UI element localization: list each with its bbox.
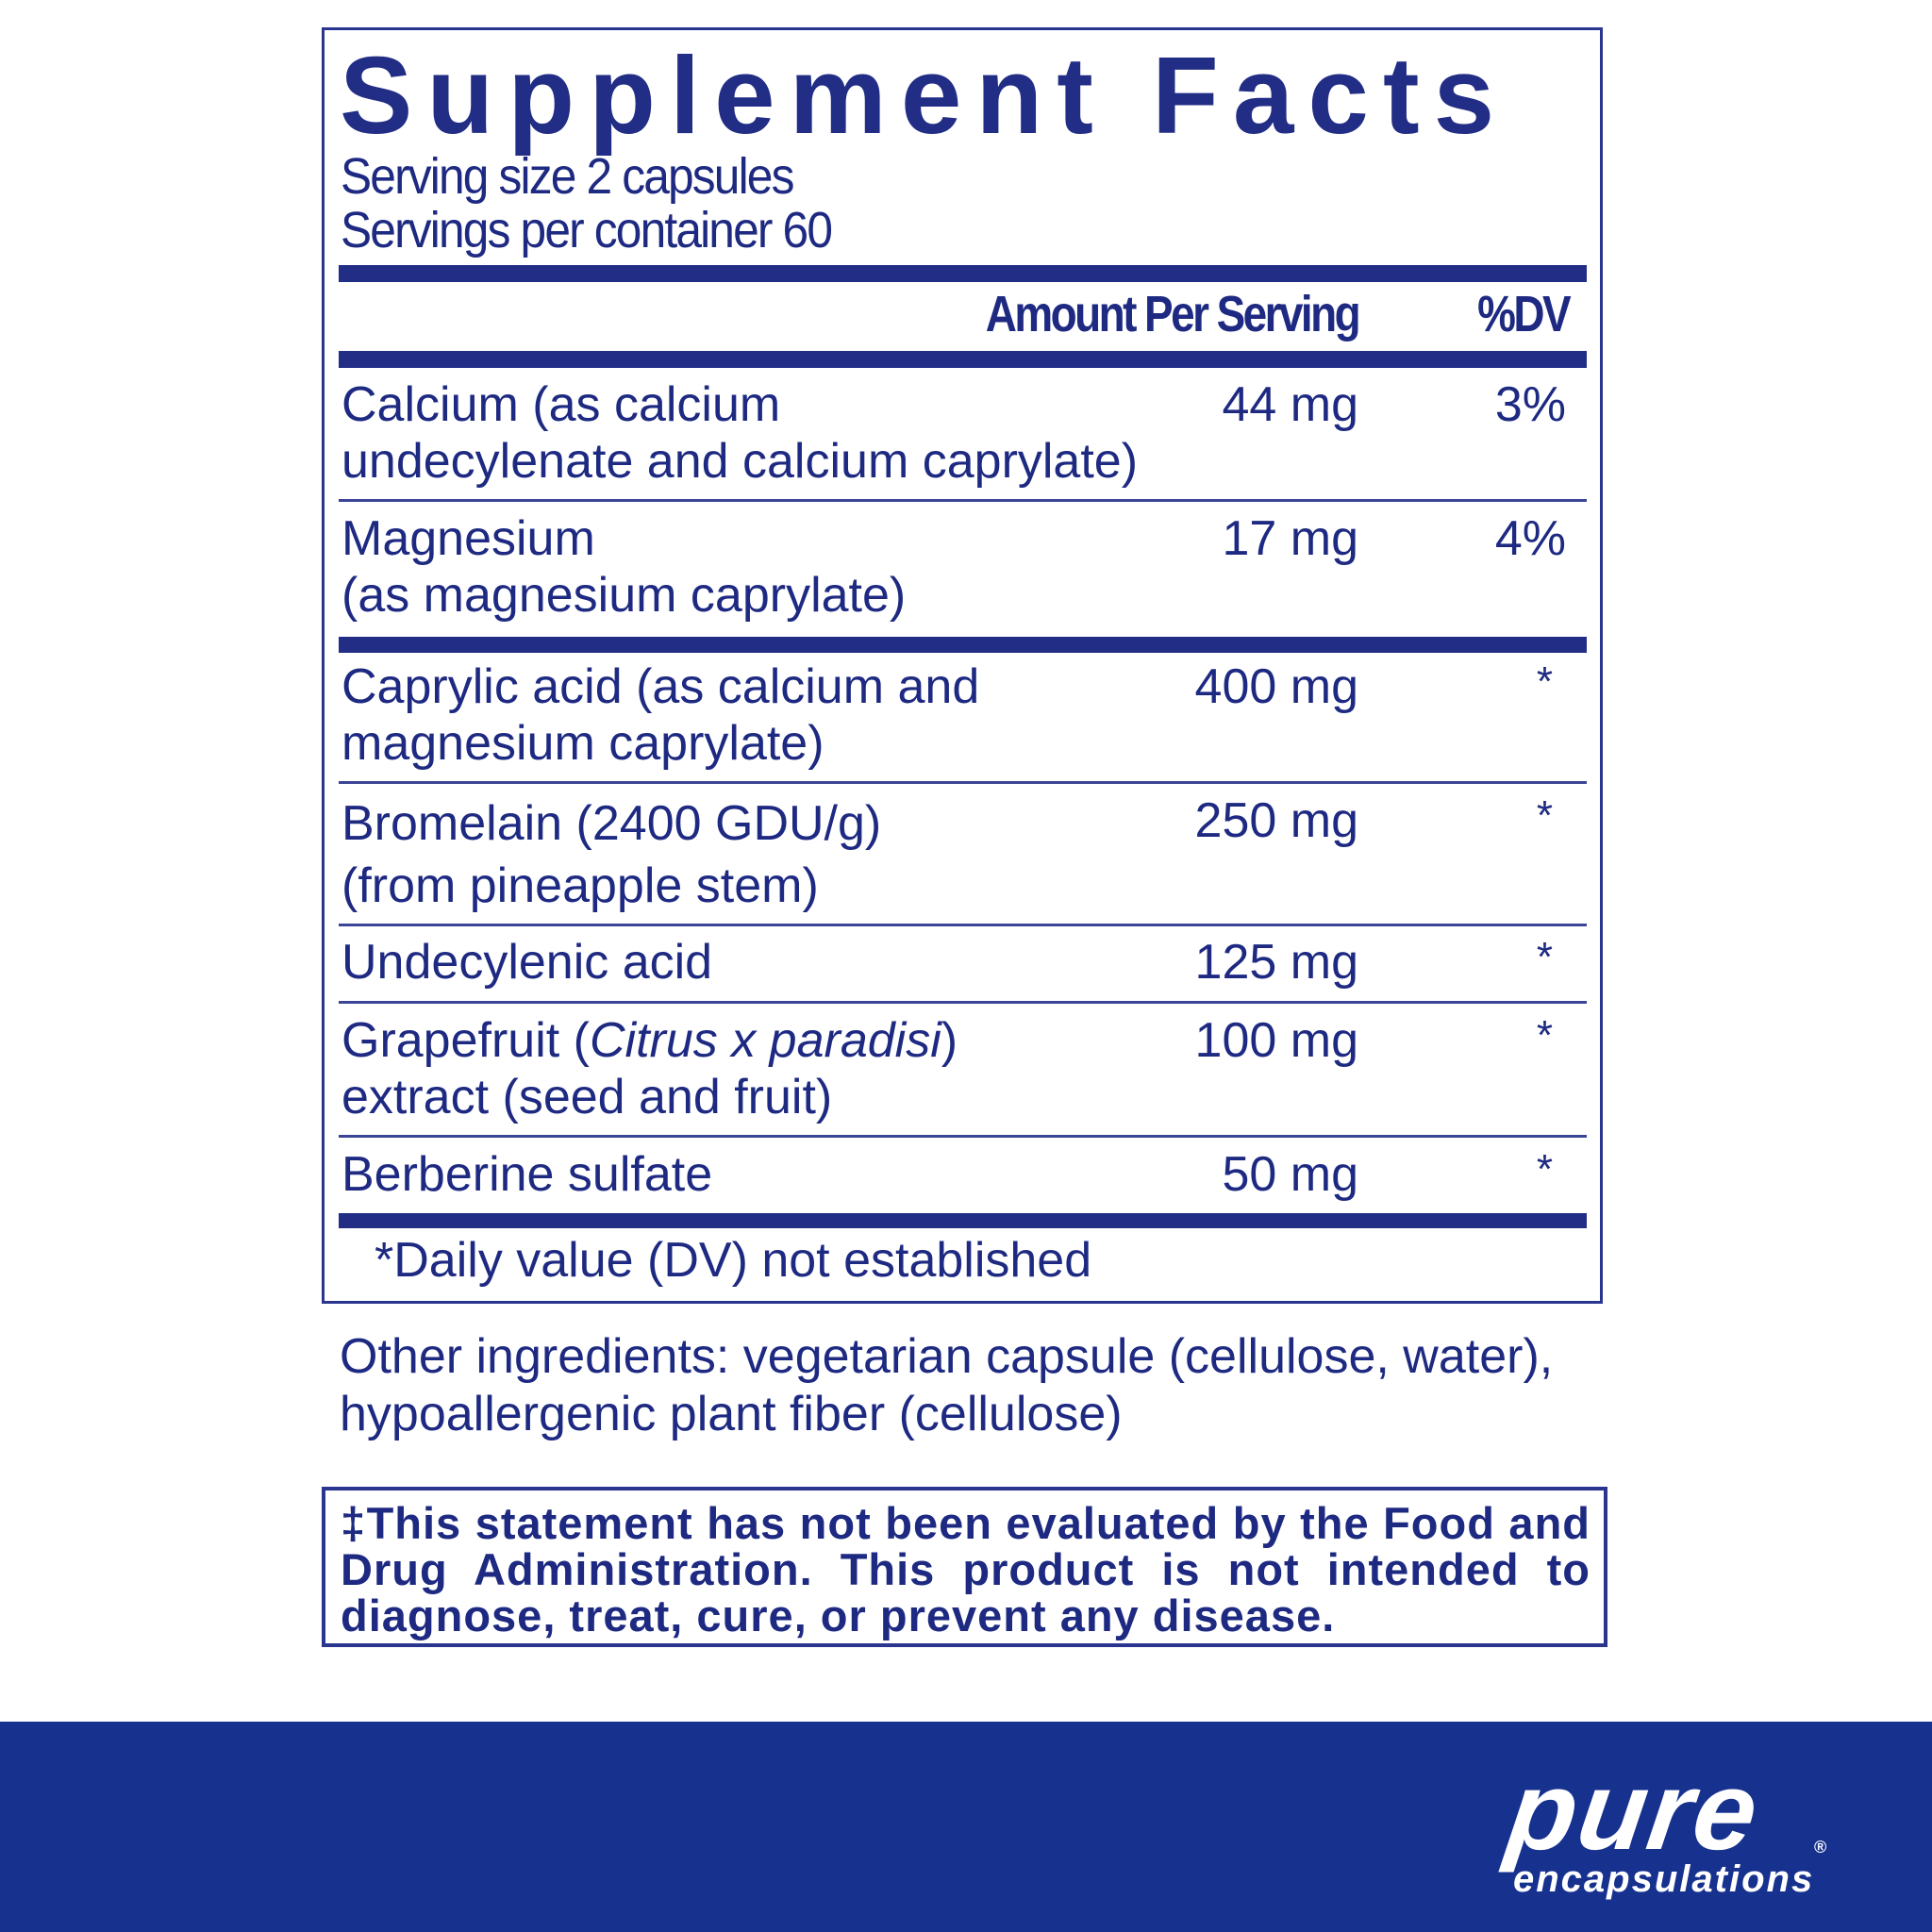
- brand-name: pure: [1500, 1749, 1767, 1874]
- fda-disclaimer: ‡This statement has not been evaluated b…: [322, 1487, 1607, 1647]
- divider-thin: [339, 924, 1587, 926]
- ingredient-dv: *: [1536, 1146, 1553, 1192]
- divider-thick: [339, 351, 1587, 368]
- divider-thick: [339, 637, 1587, 653]
- serving-size: Serving size 2 capsules: [341, 148, 794, 205]
- panel-title: Supplement Facts: [340, 34, 1509, 157]
- dv-footnote: *Daily value (DV) not established: [375, 1233, 1092, 1288]
- divider-thin: [339, 499, 1587, 502]
- brand-logo: pure encapsulations ®: [1501, 1749, 1827, 1901]
- ingredient-amount: 100 mg: [1194, 1013, 1358, 1068]
- ingredient-amount: 400 mg: [1194, 659, 1358, 714]
- ingredient-name: Bromelain (2400 GDU/g) (from pineapple st…: [341, 796, 882, 913]
- divider-thin: [339, 1135, 1587, 1138]
- ingredient-amount: 17 mg: [1222, 511, 1358, 566]
- ingredient-amount: 50 mg: [1222, 1147, 1358, 1202]
- ingredient-name: Calcium (as calcium undecylenate and calc…: [341, 377, 1139, 489]
- supplement-facts-panel: [322, 27, 1603, 1304]
- ingredient-dv: 3%: [1494, 377, 1566, 432]
- divider-thin: [339, 1001, 1587, 1004]
- ingredient-amount: 44 mg: [1222, 377, 1358, 432]
- ingredient-dv: 4%: [1494, 511, 1566, 566]
- divider-thick: [339, 265, 1587, 282]
- ingredient-name: Undecylenic acid: [341, 935, 713, 990]
- ingredient-name: Magnesium (as magnesium caprylate): [341, 511, 907, 623]
- other-ingredients: Other ingredients: vegetarian capsule (c…: [340, 1329, 1554, 1441]
- brand-tagline: encapsulations: [1513, 1858, 1815, 1900]
- header-amount: Amount Per Serving: [985, 286, 1361, 342]
- ingredient-name: Berberine sulfate: [341, 1147, 713, 1202]
- ingredient-name: Grapefruit (Citrus x paradisi) extract (s…: [341, 1013, 958, 1124]
- brand-footer-band: [0, 1722, 1932, 1932]
- ingredient-dv: *: [1536, 934, 1553, 980]
- divider-thin: [339, 781, 1587, 784]
- ingredient-dv: *: [1536, 792, 1553, 839]
- divider-thick: [339, 1213, 1587, 1228]
- ingredient-amount: 250 mg: [1194, 793, 1358, 848]
- servings-per-container: Servings per container 60: [341, 202, 833, 258]
- ingredient-dv: *: [1536, 658, 1553, 705]
- registered-mark: ®: [1814, 1838, 1827, 1857]
- header-dv: %DV: [1477, 286, 1571, 342]
- ingredient-name: Caprylic acid (as calcium and magnesium c…: [341, 659, 980, 771]
- ingredient-amount: 125 mg: [1194, 935, 1358, 990]
- ingredient-dv: *: [1536, 1012, 1553, 1058]
